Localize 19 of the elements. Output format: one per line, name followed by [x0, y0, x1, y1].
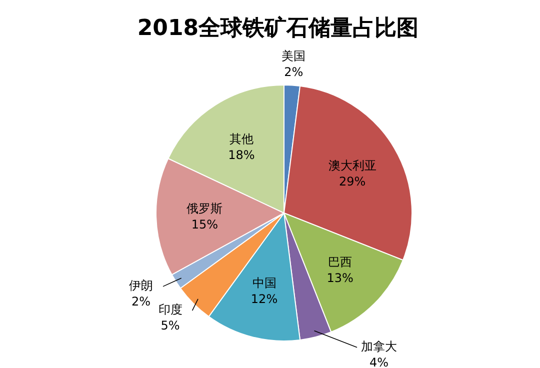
data-label: 18% — [228, 148, 255, 162]
slice-label: 中国 — [252, 276, 276, 290]
data-label: 15% — [191, 217, 218, 232]
data-label: 2% — [284, 65, 304, 79]
data-label: 4% — [369, 355, 389, 368]
slice-label: 印度 — [158, 302, 182, 317]
data-label: 2% — [132, 294, 151, 308]
slice-label: 伊朗 — [129, 278, 154, 292]
data-label: 13% — [326, 271, 354, 286]
slice-label: 加拿大 — [361, 339, 398, 354]
slice-label: 巴西 — [328, 255, 352, 270]
data-label: 5% — [160, 318, 180, 333]
slice-label: 俄罗斯 — [186, 201, 223, 216]
chart-title: 2018全球铁矿石储量占比图 — [137, 15, 419, 41]
slice-label: 美国 — [282, 49, 306, 63]
slice-label: 澳大利亚 — [328, 158, 376, 173]
data-label: 12% — [250, 292, 278, 306]
data-label: 29% — [338, 174, 366, 189]
slice-label: 其他 — [229, 132, 254, 146]
